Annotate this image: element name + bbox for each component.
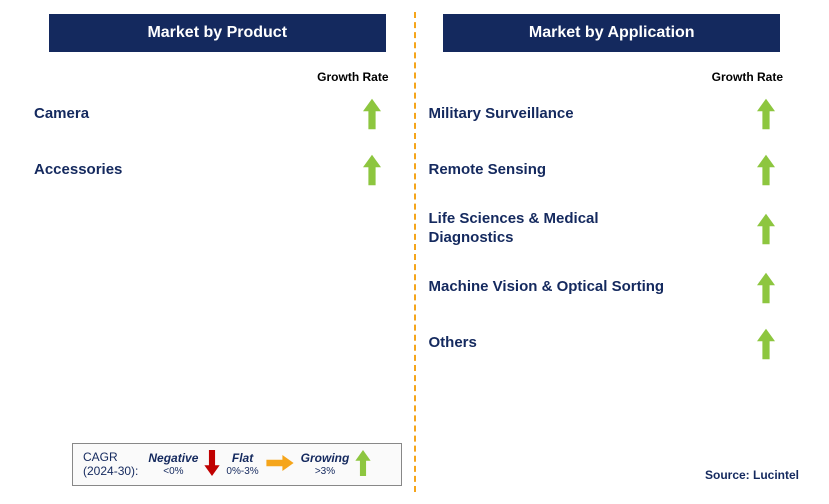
- arrow-up-icon: [361, 154, 383, 186]
- legend-cagr: CAGR (2024-30):: [83, 451, 138, 477]
- list-item: Military Surveillance: [429, 98, 796, 130]
- list-item: Others: [429, 328, 796, 360]
- item-label: Camera: [34, 105, 89, 124]
- legend-negative: Negative <0%: [148, 452, 198, 476]
- legend-negative-sub: <0%: [148, 466, 198, 477]
- list-item: Machine Vision & Optical Sorting: [429, 272, 796, 304]
- right-panel: Market by Application Growth Rate Milita…: [415, 10, 810, 494]
- arrow-up-icon: [755, 272, 777, 304]
- item-label: Machine Vision & Optical Sorting: [429, 278, 665, 297]
- arrow-up-icon: [755, 154, 777, 186]
- legend-growing: Growing >3%: [301, 452, 350, 476]
- arrow-down-icon: [204, 450, 220, 479]
- source-label: Source: Lucintel: [705, 468, 799, 482]
- arrow-up-icon: [355, 450, 371, 479]
- legend-flat-label: Flat: [232, 451, 253, 465]
- vertical-divider: [414, 12, 416, 492]
- left-panel: Market by Product Growth Rate Camera Acc…: [20, 10, 415, 494]
- item-label: Military Surveillance: [429, 105, 574, 124]
- arrow-right-icon: [265, 455, 295, 474]
- legend-cagr-l2: (2024-30):: [83, 464, 138, 478]
- arrow-up-icon: [755, 98, 777, 130]
- legend-box: CAGR (2024-30): Negative <0% Flat 0%-3% …: [72, 443, 402, 486]
- list-item: Remote Sensing: [429, 154, 796, 186]
- left-growth-label: Growth Rate: [34, 70, 401, 84]
- legend-cagr-l1: CAGR: [83, 450, 118, 464]
- left-rows: Camera Accessories: [34, 98, 401, 186]
- legend-growing-sub: >3%: [301, 466, 350, 477]
- right-growth-label: Growth Rate: [429, 70, 796, 84]
- arrow-up-icon: [755, 213, 777, 245]
- legend-growing-label: Growing: [301, 451, 350, 465]
- right-rows: Military Surveillance Remote Sensing Lif…: [429, 98, 796, 360]
- legend-flat-sub: 0%-3%: [226, 466, 258, 477]
- legend-negative-label: Negative: [148, 451, 198, 465]
- item-label: Accessories: [34, 161, 122, 180]
- arrow-up-icon: [755, 328, 777, 360]
- legend-flat: Flat 0%-3%: [226, 452, 258, 476]
- item-label: Life Sciences & Medical Diagnostics: [429, 210, 687, 248]
- item-label: Remote Sensing: [429, 161, 547, 180]
- right-header: Market by Application: [443, 14, 780, 52]
- list-item: Life Sciences & Medical Diagnostics: [429, 210, 796, 248]
- item-label: Others: [429, 334, 477, 353]
- arrow-up-icon: [361, 98, 383, 130]
- list-item: Accessories: [34, 154, 401, 186]
- left-header: Market by Product: [49, 14, 386, 52]
- list-item: Camera: [34, 98, 401, 130]
